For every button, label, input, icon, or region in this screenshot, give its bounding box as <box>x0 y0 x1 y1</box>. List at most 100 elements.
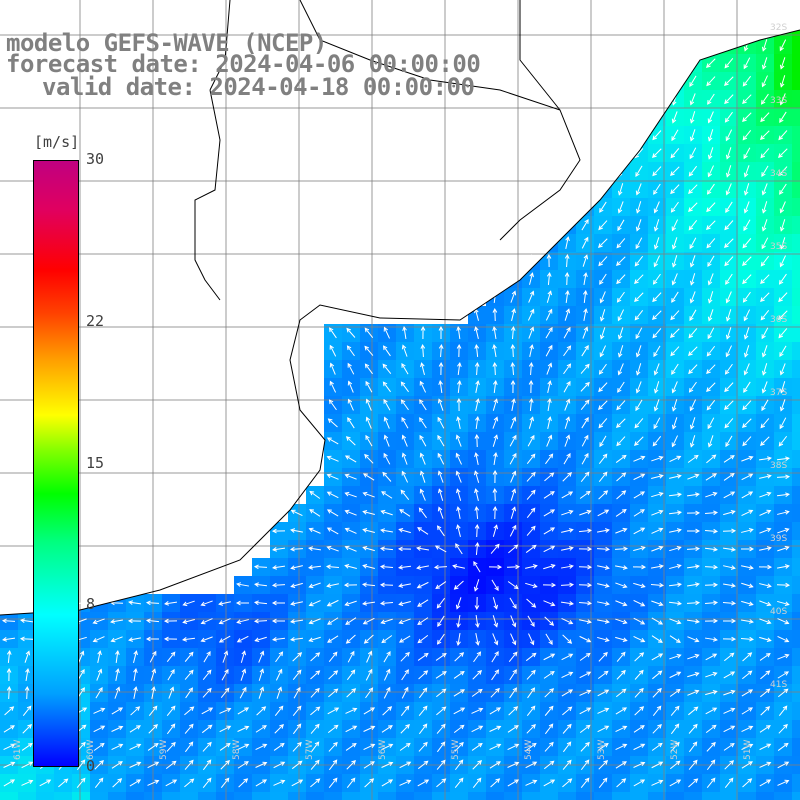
wind-arrow <box>510 615 517 628</box>
wind-arrow <box>362 473 375 481</box>
wind-arrow <box>562 472 573 482</box>
wind-arrow <box>21 742 33 751</box>
colorbar-tick-label: 30 <box>86 150 105 168</box>
wind-arrow <box>525 779 538 786</box>
wind-cell <box>36 792 55 800</box>
wind-arrow <box>651 742 663 751</box>
wind-arrow <box>509 687 518 699</box>
wind-arrow <box>92 618 105 625</box>
wind-arrow <box>491 651 499 663</box>
wind-arrow <box>525 761 538 769</box>
wind-arrow <box>743 309 751 322</box>
wind-arrow <box>706 183 715 195</box>
wind-arrow <box>19 600 34 606</box>
wind-arrow <box>3 743 16 751</box>
wind-arrow <box>310 778 321 788</box>
wind-cell <box>666 792 685 800</box>
wind-arrow <box>743 57 751 70</box>
wind-arrow <box>130 706 141 716</box>
wind-arrow <box>760 436 770 446</box>
wind-arrow <box>706 220 716 230</box>
wind-arrow <box>689 309 697 322</box>
wind-arrow <box>456 326 461 340</box>
wind-arrow <box>741 689 754 697</box>
wind-arrow <box>742 75 752 87</box>
wind-arrow <box>489 743 502 751</box>
wind-arrow <box>346 688 357 698</box>
wind-arrow <box>526 669 536 680</box>
wind-arrow <box>437 452 445 465</box>
wind-arrow <box>401 344 408 357</box>
wind-arrow <box>616 778 627 788</box>
wind-arrow <box>597 725 610 733</box>
wind-arrow <box>382 471 392 482</box>
wind-arrow <box>526 471 536 482</box>
wind-arrow <box>402 326 407 340</box>
wind-arrow <box>510 470 517 483</box>
wind-arrow <box>616 490 627 500</box>
wind-arrow <box>240 650 247 663</box>
wind-cell <box>720 792 739 800</box>
wind-arrow <box>328 651 338 662</box>
wind-arrow <box>528 379 534 394</box>
wind-arrow <box>578 564 593 570</box>
wind-arrow <box>670 705 680 716</box>
wind-arrow <box>671 381 678 394</box>
wind-arrow <box>164 601 178 606</box>
wind-arrow <box>561 546 574 551</box>
wind-arrow <box>760 130 770 140</box>
wind-arrow <box>218 618 231 625</box>
wind-arrow <box>759 583 772 588</box>
wind-cell <box>792 126 800 145</box>
wind-arrow <box>292 723 302 735</box>
wind-arrow <box>417 635 429 644</box>
wind-arrow <box>437 615 445 627</box>
wind-arrow <box>724 400 734 410</box>
wind-arrow <box>617 183 624 196</box>
wind-arrow <box>473 470 480 483</box>
wind-arrow <box>671 435 679 448</box>
wind-arrow <box>777 671 790 679</box>
wind-arrow <box>670 22 680 33</box>
wind-arrow <box>453 670 465 679</box>
wind-arrow <box>474 433 480 448</box>
wind-arrow <box>597 636 610 642</box>
wind-arrow <box>184 651 194 662</box>
wind-arrow <box>580 471 590 482</box>
wind-arrow <box>133 686 138 699</box>
lat-label: 40S <box>770 607 787 617</box>
wind-arrow <box>635 237 643 250</box>
wind-arrow <box>597 670 609 680</box>
wind-arrow <box>671 291 679 303</box>
wind-arrow <box>543 760 555 770</box>
wind-arrow <box>564 308 571 321</box>
wind-arrow <box>722 618 737 624</box>
wind-arrow <box>725 435 733 448</box>
wind-arrow <box>58 778 69 788</box>
wind-arrow <box>760 418 770 429</box>
wind-arrow <box>527 615 535 628</box>
border-lines <box>194 0 581 301</box>
wind-arrow <box>670 310 680 321</box>
wind-arrow <box>436 633 445 645</box>
wind-arrow <box>344 527 357 534</box>
wind-arrow <box>599 165 606 178</box>
wind-arrow <box>365 398 372 411</box>
wind-arrow <box>652 273 661 285</box>
wind-arrow <box>686 619 700 624</box>
wind-arrow <box>456 416 461 429</box>
wind-arrow <box>237 725 250 732</box>
wind-arrow <box>453 689 465 697</box>
wind-arrow <box>723 238 734 248</box>
wind-arrow <box>110 636 123 643</box>
wind-arrow <box>545 633 553 646</box>
wind-arrow <box>742 129 752 141</box>
wind-arrow <box>399 742 411 751</box>
wind-arrow <box>399 509 411 517</box>
lat-label: 41S <box>770 680 787 690</box>
wind-arrow <box>147 761 160 769</box>
wind-arrow <box>510 343 516 358</box>
wind-arrow <box>760 93 769 105</box>
wind-arrow <box>455 452 462 465</box>
wind-arrow <box>185 687 193 699</box>
